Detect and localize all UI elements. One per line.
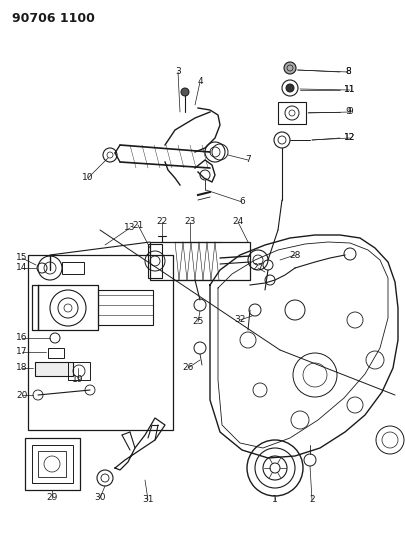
Bar xyxy=(62,262,84,274)
Bar xyxy=(38,451,66,477)
Text: 18: 18 xyxy=(16,364,28,373)
Text: 1: 1 xyxy=(272,496,278,505)
Text: 24: 24 xyxy=(232,217,244,227)
Bar xyxy=(25,438,80,490)
Bar xyxy=(48,348,64,358)
Text: 13: 13 xyxy=(124,223,136,232)
Text: 20: 20 xyxy=(16,391,28,400)
Bar xyxy=(150,242,250,280)
Text: 90706 1100: 90706 1100 xyxy=(12,12,95,25)
Text: 26: 26 xyxy=(182,364,194,373)
Text: 17: 17 xyxy=(16,348,28,357)
Text: 12: 12 xyxy=(344,133,356,142)
Bar xyxy=(28,255,173,430)
Text: 30: 30 xyxy=(94,494,106,503)
Text: 6: 6 xyxy=(239,198,245,206)
Text: 2: 2 xyxy=(309,496,315,505)
Text: 11: 11 xyxy=(344,85,356,94)
Text: 8: 8 xyxy=(345,68,351,77)
Text: 7: 7 xyxy=(245,156,251,165)
Bar xyxy=(35,362,73,376)
Circle shape xyxy=(284,62,296,74)
Text: 16: 16 xyxy=(16,334,28,343)
Bar xyxy=(278,102,306,124)
Text: 25: 25 xyxy=(192,318,204,327)
Circle shape xyxy=(286,84,294,92)
Text: 27: 27 xyxy=(252,263,264,272)
Bar xyxy=(32,445,73,483)
Bar xyxy=(68,362,90,380)
Text: 32: 32 xyxy=(234,316,246,325)
Text: 9: 9 xyxy=(345,108,351,117)
Text: 22: 22 xyxy=(156,217,168,227)
Bar xyxy=(38,285,98,330)
Text: 8: 8 xyxy=(345,68,351,77)
Text: 4: 4 xyxy=(197,77,203,86)
Text: 29: 29 xyxy=(46,494,58,503)
Text: 14: 14 xyxy=(16,263,28,272)
Text: 21: 21 xyxy=(132,221,144,230)
Text: 28: 28 xyxy=(289,251,301,260)
Bar xyxy=(148,244,162,278)
Circle shape xyxy=(181,88,189,96)
Text: 31: 31 xyxy=(142,496,154,505)
Text: 11: 11 xyxy=(344,85,356,94)
Text: 12: 12 xyxy=(344,133,356,142)
Text: 23: 23 xyxy=(184,217,196,227)
Text: 15: 15 xyxy=(16,254,28,262)
Text: 10: 10 xyxy=(82,174,94,182)
Text: 19: 19 xyxy=(72,376,84,384)
Text: 3: 3 xyxy=(175,68,181,77)
Bar xyxy=(98,290,153,325)
Text: 9: 9 xyxy=(347,108,353,117)
